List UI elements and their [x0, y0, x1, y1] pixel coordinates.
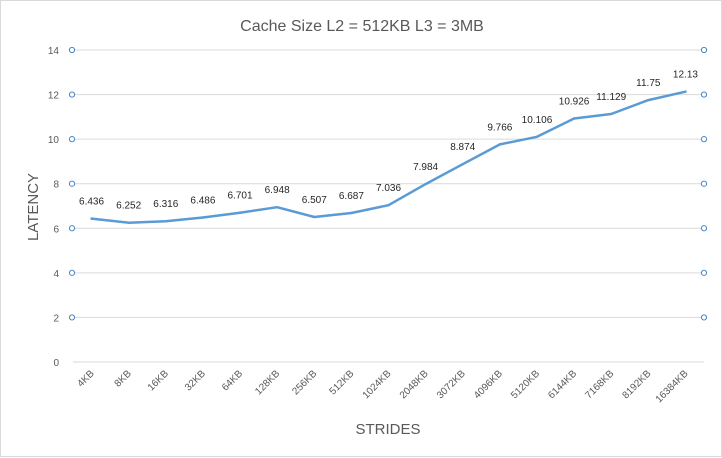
data-point[interactable]	[535, 135, 539, 138]
x-tick-label: 4096KB	[472, 368, 505, 401]
data-label: 7.036	[376, 183, 401, 194]
selection-handle-left[interactable]	[68, 225, 76, 232]
selection-handle-right[interactable]	[700, 225, 708, 232]
data-point[interactable]	[387, 203, 390, 207]
data-point[interactable]	[201, 216, 205, 219]
data-point[interactable]	[90, 217, 93, 220]
selection-handle-left[interactable]	[68, 91, 76, 98]
data-label: 6.316	[153, 199, 178, 210]
data-point[interactable]	[572, 117, 576, 120]
data-label: 6.701	[228, 191, 253, 202]
y-axis-tick-labels: 0 2 4 6 8 10 12 14	[48, 46, 60, 369]
y-axis-title[interactable]: LATENCY	[25, 173, 42, 241]
x-tick-label: 64KB	[220, 368, 245, 393]
data-point[interactable]	[238, 211, 242, 214]
selection-handle-left[interactable]	[68, 180, 76, 187]
x-tick-label: 512KB	[327, 368, 356, 397]
x-tick-label: 32KB	[183, 368, 208, 393]
data-label: 11.75	[636, 78, 661, 89]
data-label: 6.486	[190, 195, 215, 206]
data-point[interactable]	[647, 98, 650, 102]
data-labels: 6.436 6.252 6.316 6.486 6.701 6.948 6.507 6.687…	[79, 70, 698, 212]
selection-handle-left[interactable]	[68, 136, 76, 143]
y-tick-label: 2	[53, 313, 59, 324]
data-point[interactable]	[498, 143, 502, 146]
data-label: 6.252	[116, 201, 141, 212]
data-point[interactable]	[275, 205, 279, 209]
data-label: 6.687	[339, 191, 364, 202]
data-label: 6.507	[302, 195, 327, 206]
data-point[interactable]	[127, 221, 130, 224]
x-axis-tick-labels: 4KB 8KB 16KB 32KB 64KB 128KB 256KB 512KB 1024KB 2…	[76, 368, 691, 405]
data-point[interactable]	[461, 163, 464, 166]
y-tick-label: 0	[53, 358, 59, 369]
selection-handle-right[interactable]	[700, 136, 708, 143]
x-tick-label: 7168KB	[583, 368, 616, 401]
series-line[interactable]	[90, 90, 687, 224]
data-label: 8.874	[450, 142, 475, 153]
y-tick-label: 10	[48, 135, 60, 146]
data-point[interactable]	[313, 215, 316, 219]
x-tick-label: 5120KB	[509, 368, 542, 401]
selection-handle-right[interactable]	[700, 180, 708, 187]
data-point[interactable]	[164, 220, 167, 223]
x-tick-label: 16384KB	[654, 368, 691, 405]
chart-title[interactable]: Cache Size L2 = 512KB L3 = 3MB	[240, 18, 484, 35]
selection-handle-left[interactable]	[68, 269, 76, 276]
x-tick-label: 8192KB	[620, 368, 653, 401]
x-tick-label: 2048KB	[398, 368, 431, 401]
gridlines	[73, 49, 704, 363]
data-label: 6.436	[79, 197, 104, 208]
selection-handle-left[interactable]	[68, 314, 76, 321]
y-tick-label: 6	[53, 224, 59, 235]
data-label: 7.984	[413, 162, 438, 173]
data-point[interactable]	[350, 211, 353, 215]
x-tick-label: 4KB	[76, 368, 97, 389]
x-tick-label: 6144KB	[546, 368, 579, 401]
y-tick-label: 8	[53, 180, 59, 191]
selection-handle-right[interactable]	[700, 314, 708, 321]
x-tick-label: 128KB	[253, 368, 282, 397]
series-layer	[90, 90, 687, 224]
x-tick-label: 8KB	[113, 368, 134, 389]
x-tick-label: 3072KB	[435, 368, 468, 401]
data-point[interactable]	[610, 112, 613, 116]
data-point[interactable]	[424, 182, 427, 186]
data-label: 11.129	[596, 92, 626, 103]
data-point[interactable]	[684, 90, 687, 93]
y-tick-label: 4	[53, 269, 59, 280]
x-axis-title[interactable]: STRIDES	[355, 421, 420, 438]
data-label: 10.106	[522, 115, 553, 126]
selection-handle-right[interactable]	[700, 46, 708, 54]
data-label: 12.13	[673, 70, 698, 81]
selection-handle-right[interactable]	[700, 269, 708, 276]
x-tick-label: 256KB	[290, 368, 319, 397]
data-label: 9.766	[487, 122, 512, 133]
y-tick-label: 12	[48, 91, 60, 102]
plot-area-selection-handles	[68, 46, 708, 321]
data-label: 6.948	[265, 185, 290, 196]
selection-handle-left[interactable]	[68, 46, 76, 54]
data-label: 10.926	[559, 97, 590, 108]
x-tick-label: 16KB	[146, 368, 171, 393]
y-tick-label: 14	[48, 46, 60, 57]
x-tick-label: 1024KB	[361, 368, 394, 401]
selection-handle-right[interactable]	[700, 91, 708, 98]
